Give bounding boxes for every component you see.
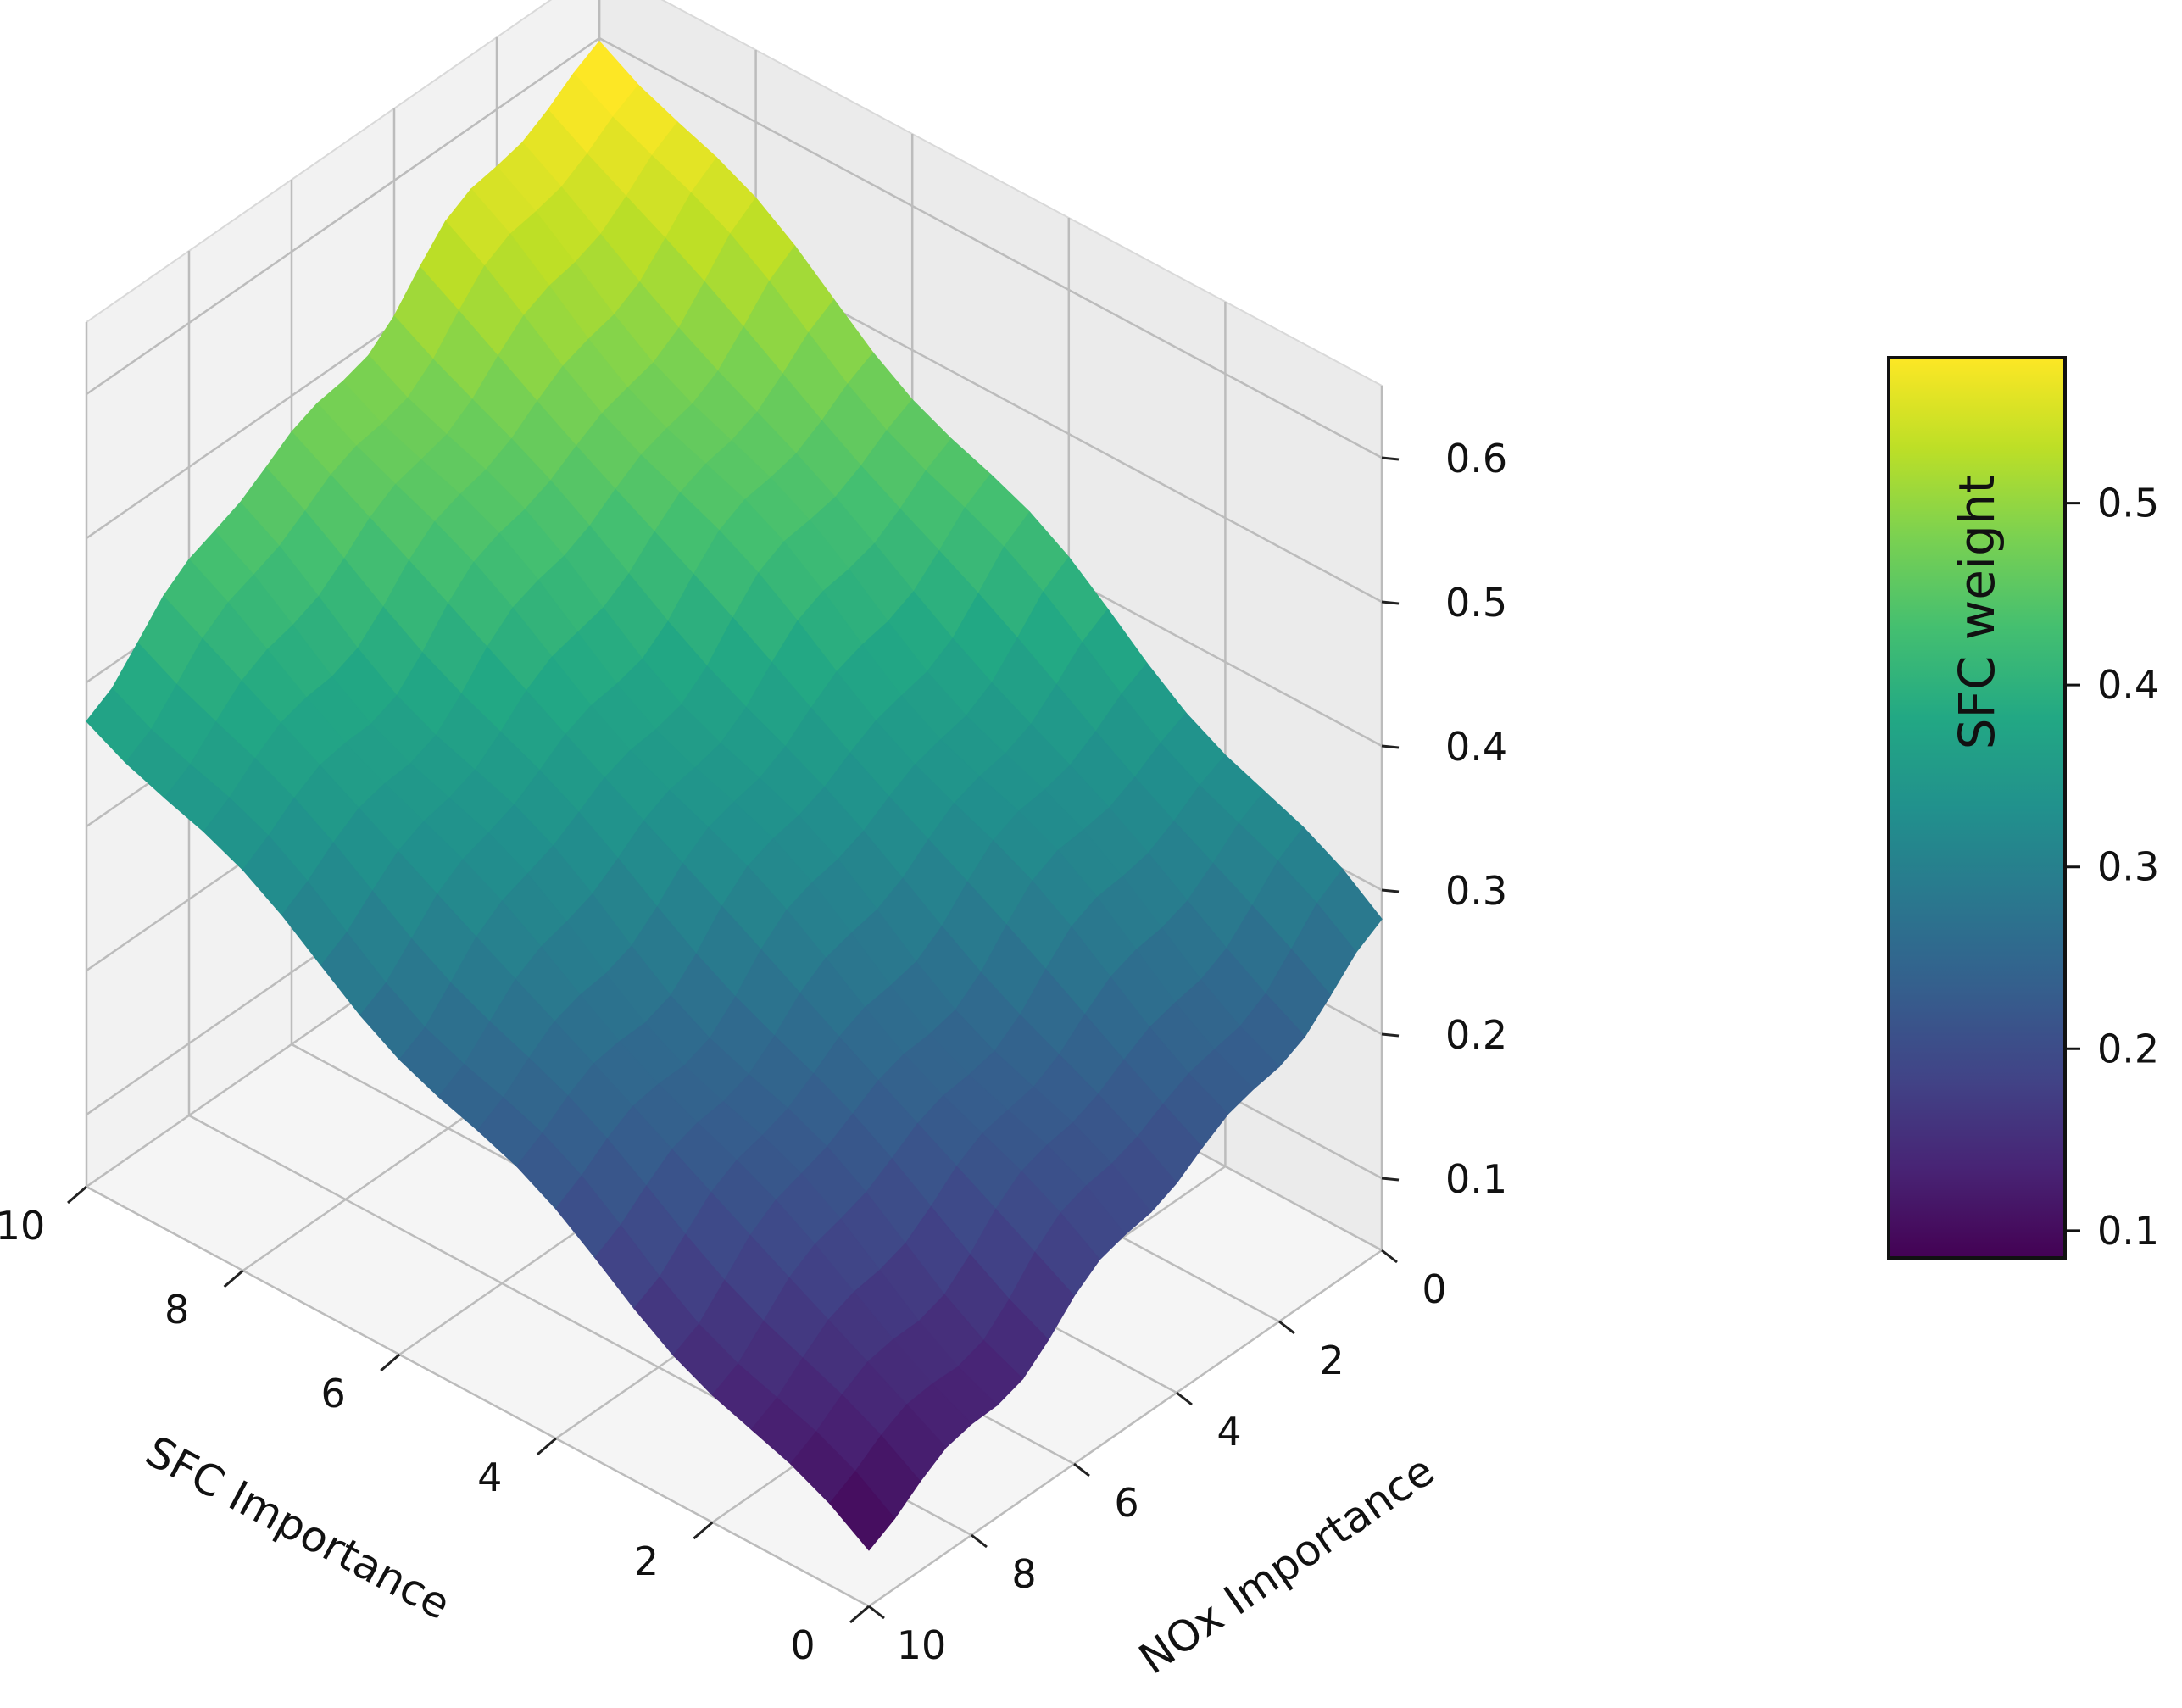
- colorbar-label: SFC weight: [1948, 475, 2006, 750]
- nox-tick-label: 10: [897, 1622, 947, 1668]
- grid-floor-sfc: [868, 1249, 1383, 1608]
- colorbar: 0.1 0.2 0.3 0.4 0.5 SFC weight: [1887, 356, 2159, 1260]
- nox-tick-label: 2: [1319, 1338, 1344, 1383]
- z-tick-label: 0.3: [1445, 868, 1507, 914]
- sfc-tick-mark: [536, 1437, 557, 1456]
- z-tick-mark: [1381, 1032, 1400, 1038]
- colorbar-tick-label: 0.4: [2097, 662, 2159, 708]
- sfc-tick-label: 6: [321, 1371, 346, 1416]
- z-tick-mark: [1381, 456, 1400, 461]
- nox-tick-label: 6: [1114, 1480, 1138, 1526]
- sfc-tick-label: 0: [790, 1622, 815, 1668]
- nox-tick-mark: [1073, 1462, 1090, 1477]
- z-tick-mark: [1381, 744, 1400, 749]
- grid-wall-right-horizontal: [598, 36, 1383, 459]
- colorbar-tick-label: 0.5: [2097, 481, 2159, 526]
- sfc-tick-label: 2: [634, 1538, 659, 1584]
- surface-patch: [829, 1470, 896, 1551]
- colorbar-fill: [1887, 356, 2067, 1260]
- sfc-tick-label: 8: [164, 1287, 189, 1332]
- nox-axis-title: NOx Importance: [1130, 1446, 1443, 1684]
- z-tick-label: 0.6: [1445, 436, 1507, 481]
- nox-tick-mark: [1278, 1320, 1295, 1335]
- surface-mesh: [86, 40, 1383, 1551]
- nox-tick-label: 0: [1422, 1266, 1446, 1312]
- nox-tick-mark: [1176, 1391, 1193, 1406]
- nox-tick-mark: [971, 1533, 988, 1549]
- z-tick-mark: [1381, 1177, 1400, 1182]
- grid-floor-nox: [86, 1185, 870, 1608]
- sfc-tick-mark: [380, 1353, 401, 1372]
- z-tick-label: 0.2: [1445, 1012, 1507, 1058]
- colorbar-tick-label: 0.3: [2097, 844, 2159, 890]
- z-tick-label: 0.5: [1445, 580, 1507, 626]
- nox-tick-mark: [868, 1605, 885, 1620]
- sfc-tick-mark: [849, 1605, 870, 1624]
- z-tick-label: 0.4: [1445, 724, 1507, 770]
- colorbar-tick-label: 0.1: [2097, 1208, 2159, 1254]
- nox-tick-label: 8: [1011, 1551, 1036, 1597]
- sfc-tick-label: 4: [477, 1455, 502, 1500]
- sfc-axis-title: SFC Importance: [138, 1427, 459, 1629]
- sfc-tick-mark: [223, 1269, 244, 1288]
- sfc-tick-mark: [67, 1185, 87, 1205]
- nox-tick-mark: [1381, 1249, 1398, 1264]
- sfc-tick-label: 10: [0, 1203, 45, 1249]
- z-tick-label: 0.1: [1445, 1156, 1507, 1202]
- z-tick-mark: [1381, 888, 1400, 893]
- z-tick-mark: [1381, 600, 1400, 605]
- colorbar-tick-label: 0.2: [2097, 1026, 2159, 1071]
- grid-wall-left-horizontal: [86, 36, 600, 396]
- nox-tick-label: 4: [1216, 1409, 1241, 1455]
- sfc-tick-mark: [693, 1521, 714, 1540]
